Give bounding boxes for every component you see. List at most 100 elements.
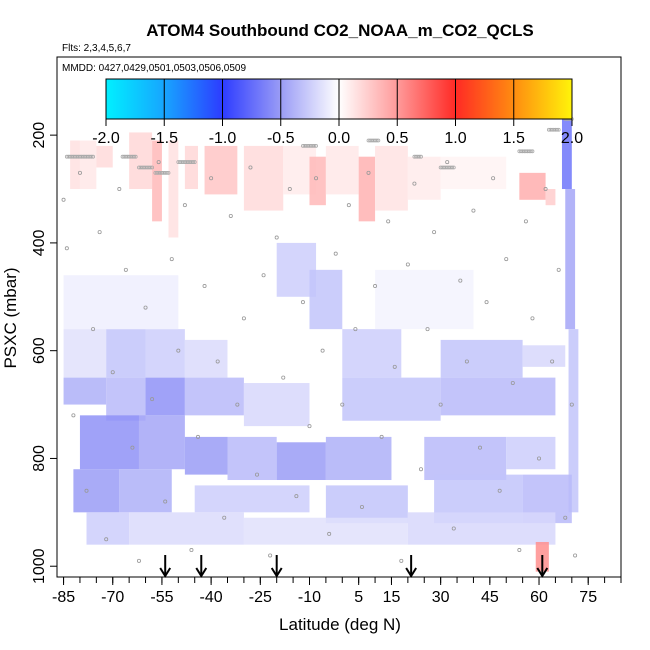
sample-point bbox=[166, 170, 171, 175]
y-tick-label: 1000 bbox=[31, 548, 48, 584]
sample-point bbox=[556, 267, 561, 272]
y-axis: 200 400 600 800 1000 bbox=[31, 122, 57, 584]
sample-point bbox=[386, 219, 391, 224]
sample-point bbox=[123, 267, 128, 272]
sample-point bbox=[156, 160, 161, 165]
colorbar-tick-label: -1.0 bbox=[209, 130, 237, 147]
sample-point bbox=[64, 246, 69, 251]
sample-point bbox=[248, 165, 253, 170]
sample-point bbox=[458, 278, 463, 283]
sample-point bbox=[169, 257, 174, 262]
heatmap-cell bbox=[145, 329, 185, 378]
sample-point bbox=[110, 370, 115, 375]
sample-point bbox=[530, 316, 535, 321]
sample-point bbox=[484, 300, 489, 305]
sample-point bbox=[104, 537, 109, 542]
sample-point bbox=[189, 548, 194, 553]
heatmap-cell bbox=[184, 339, 228, 378]
sample-point bbox=[215, 359, 220, 364]
heatmap-cell bbox=[204, 145, 238, 195]
sample-point bbox=[376, 138, 381, 143]
y-tick-label: 400 bbox=[31, 229, 48, 256]
sample-point bbox=[517, 548, 522, 553]
heatmap-cell bbox=[440, 339, 523, 378]
sample-point bbox=[405, 262, 410, 267]
sample-point bbox=[392, 364, 397, 369]
heatmap-cell bbox=[63, 329, 107, 378]
heatmap-cell bbox=[440, 156, 507, 190]
sample-point bbox=[130, 445, 135, 450]
x-axis: -85 -70 -55 -40 -25 -10 5 15 30 45 60 75 bbox=[52, 577, 622, 606]
heatmap-cell bbox=[194, 485, 310, 513]
heatmap-cell bbox=[73, 469, 120, 513]
sample-point bbox=[312, 144, 317, 148]
sample-point bbox=[133, 154, 138, 159]
sample-point bbox=[71, 413, 76, 418]
sample-point bbox=[307, 424, 312, 429]
heatmap-cell bbox=[63, 275, 179, 330]
sample-point bbox=[209, 176, 214, 181]
heatmap-cell bbox=[184, 145, 198, 190]
sample-point bbox=[379, 434, 384, 439]
sample-point bbox=[222, 515, 227, 520]
sample-point bbox=[150, 165, 154, 170]
sample-point bbox=[569, 402, 574, 407]
sample-point bbox=[314, 176, 319, 181]
sample-point bbox=[528, 149, 533, 154]
sample-point bbox=[373, 284, 378, 289]
sample-point bbox=[300, 300, 305, 305]
sample-point bbox=[132, 154, 136, 159]
heatmap-cell bbox=[561, 118, 572, 190]
heatmap-cell bbox=[79, 140, 97, 190]
sample-point bbox=[91, 327, 96, 332]
sample-point bbox=[445, 160, 450, 165]
sample-point bbox=[418, 467, 423, 472]
colorbar-tick-label: 0.0 bbox=[328, 130, 350, 147]
flight-marker-arrowhead bbox=[159, 567, 172, 578]
sample-point bbox=[294, 494, 299, 499]
sample-point bbox=[97, 230, 102, 235]
y-axis-title: PSXC (mbar) bbox=[1, 267, 20, 368]
x-tick-label: 60 bbox=[530, 589, 548, 606]
sample-point bbox=[164, 170, 169, 175]
heatmap-cell bbox=[243, 383, 310, 427]
sample-point bbox=[150, 397, 155, 402]
heatmap-cell bbox=[152, 140, 162, 222]
sample-point bbox=[530, 149, 535, 154]
heatmap-cell bbox=[63, 377, 107, 405]
x-tick-label: 5 bbox=[354, 589, 363, 606]
sample-point bbox=[346, 203, 351, 208]
sample-point bbox=[359, 504, 364, 509]
flights-label: Flts: 2,3,4,5,6,7 bbox=[62, 43, 131, 54]
heatmap-cell bbox=[129, 132, 153, 190]
sample-point bbox=[255, 472, 260, 477]
sample-point bbox=[417, 154, 422, 159]
heatmap-cell bbox=[243, 145, 284, 211]
sample-point bbox=[471, 208, 476, 213]
sample-point bbox=[340, 402, 345, 407]
sample-point bbox=[477, 445, 482, 450]
sample-point bbox=[327, 531, 332, 536]
colorbar-tick-label: -0.5 bbox=[267, 130, 295, 147]
x-tick-label: -40 bbox=[200, 589, 223, 606]
sample-point bbox=[228, 213, 233, 218]
sample-point bbox=[191, 160, 195, 164]
sample-point bbox=[510, 381, 515, 386]
heatmap-cell bbox=[184, 436, 228, 475]
flight-marker-arrowhead bbox=[536, 567, 549, 578]
heatmap-cell bbox=[227, 436, 277, 481]
heatmap-cell bbox=[522, 345, 566, 367]
sample-points bbox=[61, 117, 578, 563]
sample-point bbox=[425, 327, 430, 332]
heatmap-cell bbox=[70, 140, 80, 190]
heatmap-cell bbox=[129, 512, 244, 545]
heatmap-cells bbox=[63, 118, 579, 572]
heatmap-cell bbox=[309, 156, 326, 206]
sample-point bbox=[555, 127, 559, 132]
sample-point bbox=[143, 305, 148, 310]
sample-point bbox=[195, 434, 200, 439]
heatmap-cell bbox=[407, 156, 441, 200]
sample-point bbox=[450, 165, 455, 170]
sample-point bbox=[136, 558, 141, 563]
